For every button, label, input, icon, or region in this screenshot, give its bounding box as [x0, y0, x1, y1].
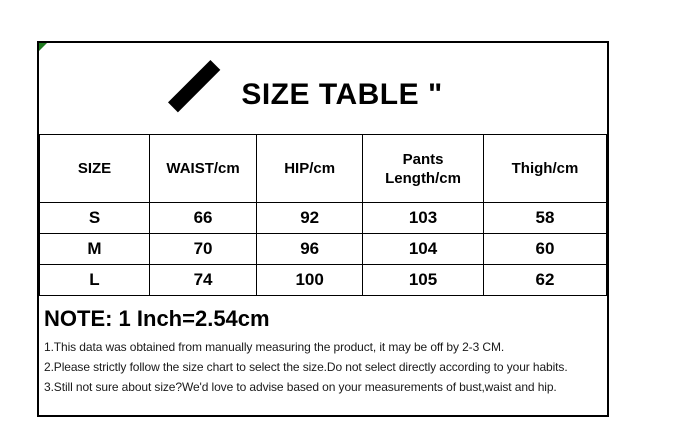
- cell-size: S: [39, 202, 150, 234]
- cell-waist: 70: [148, 233, 258, 265]
- cell-hip: 100: [256, 264, 364, 296]
- table-row-m: M 70 96 104 60: [39, 233, 607, 265]
- cell-hip: 92: [256, 202, 364, 234]
- size-table: SIZE WAIST/cm HIP/cm Pants Length/cm Thi…: [39, 134, 607, 296]
- cell-waist: 74: [148, 264, 258, 296]
- note-line-2: 2.Please strictly follow the size chart …: [44, 360, 568, 374]
- title-bar: SIZE TABLE ": [39, 43, 607, 134]
- cell-thigh: 60: [482, 233, 607, 265]
- cell-pants-length: 105: [362, 264, 484, 296]
- note-section: NOTE: 1 Inch=2.54cm 1.This data was obta…: [39, 296, 607, 397]
- cell-size: L: [39, 264, 150, 296]
- cell-size: M: [39, 233, 150, 265]
- table-row-l: L 74 100 105 62: [39, 264, 607, 296]
- page-title: SIZE TABLE ": [241, 77, 443, 111]
- cell-waist: 66: [148, 202, 258, 234]
- column-header-size: SIZE: [39, 134, 150, 203]
- table-row-s: S 66 92 103 58: [39, 202, 607, 234]
- note-line-3: 3.Still not sure about size?We'd love to…: [44, 380, 557, 394]
- cell-hip: 96: [256, 233, 364, 265]
- pen-stroke-icon: [168, 59, 221, 112]
- column-header-thigh: Thigh/cm: [482, 134, 607, 203]
- cell-thigh: 58: [482, 202, 607, 234]
- column-header-waist: WAIST/cm: [148, 134, 258, 203]
- title-group: SIZE TABLE ": [167, 59, 442, 112]
- column-header-hip: HIP/cm: [256, 134, 364, 203]
- table-header-row: SIZE WAIST/cm HIP/cm Pants Length/cm Thi…: [39, 134, 607, 203]
- note-heading: NOTE: 1 Inch=2.54cm: [44, 306, 270, 331]
- corner-marker-icon: [39, 43, 47, 51]
- cell-pants-length: 104: [362, 233, 484, 265]
- cell-thigh: 62: [482, 264, 607, 296]
- cell-pants-length: 103: [362, 202, 484, 234]
- sheet-box: SIZE TABLE " SIZE WAIST/cm HIP/cm Pants …: [37, 41, 609, 417]
- note-line-1: 1.This data was obtained from manually m…: [44, 340, 505, 354]
- column-header-pants-length: Pants Length/cm: [362, 134, 484, 203]
